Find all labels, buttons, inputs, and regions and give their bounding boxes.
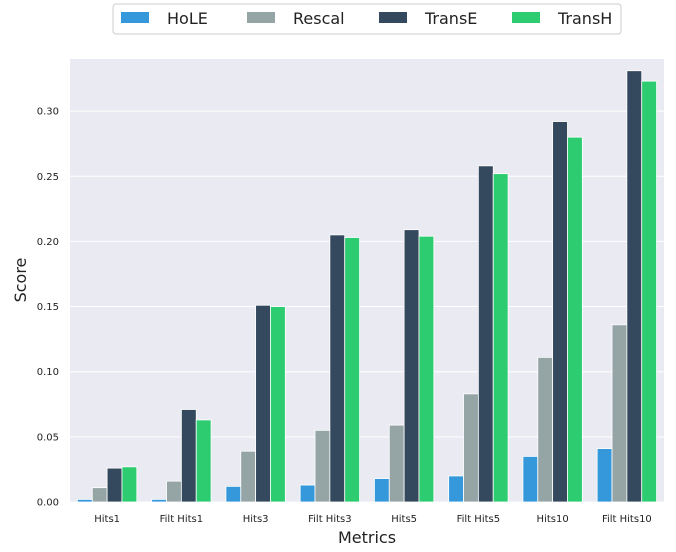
bar-transh-6	[492, 173, 509, 503]
bar-transe-8	[626, 70, 643, 503]
bar-transh-4	[344, 237, 360, 503]
bar-hole-5	[374, 478, 390, 503]
bar-transh-1	[121, 466, 138, 503]
x-tick-label: Hits5	[391, 514, 417, 525]
bar-transe-4	[329, 234, 346, 503]
legend: HoLE Rescal TransE TransH	[112, 3, 622, 35]
y-tick-label: 0.30	[37, 107, 59, 118]
bar-rescal-5	[388, 424, 405, 503]
bar-transe-1	[106, 467, 123, 503]
x-tick-label: Hits3	[243, 514, 269, 525]
y-axis-label: Score	[11, 258, 30, 303]
bar-hole-2	[151, 498, 167, 503]
legend-label-transe: TransE	[424, 9, 477, 28]
bar-transh-3	[270, 306, 286, 503]
x-axis-label: Metrics	[338, 528, 396, 547]
bar-hole-3	[225, 485, 242, 503]
legend-swatch-transe	[379, 12, 407, 23]
legend-label-hole: HoLE	[167, 9, 208, 28]
y-axis-ticks: 0.00 0.05 0.10 0.15 0.20 0.25 0.30	[37, 107, 59, 509]
bar-hole-8	[596, 448, 613, 503]
bar-transe-5	[403, 229, 420, 503]
x-tick-label: Hits1	[94, 514, 120, 525]
y-tick-label: 0.00	[37, 498, 59, 509]
x-tick-label: Filt Hits10	[602, 514, 652, 525]
x-tick-label: Filt Hits1	[160, 514, 203, 525]
bar-hole-1	[77, 498, 93, 503]
legend-box	[112, 3, 622, 35]
y-tick-label: 0.20	[37, 237, 59, 248]
legend-swatch-rescal	[247, 12, 275, 23]
bars	[77, 70, 657, 503]
bar-rescal-8	[611, 324, 628, 503]
bar-hole-6	[448, 475, 464, 503]
legend-swatch-transh	[512, 12, 540, 23]
bar-hole-4	[299, 484, 316, 503]
bar-transh-7	[567, 136, 583, 503]
bar-transe-6	[477, 165, 494, 503]
bar-transe-2	[180, 409, 197, 503]
bar-transh-5	[418, 235, 435, 503]
bar-transe-7	[552, 121, 568, 503]
bar-hole-7	[522, 455, 539, 503]
y-tick-label: 0.10	[37, 367, 59, 378]
bar-rescal-6	[463, 393, 479, 503]
bar-rescal-2	[166, 480, 182, 503]
bar-rescal-3	[240, 450, 257, 503]
bar-transe-3	[255, 304, 271, 503]
x-tick-label: Hits10	[537, 514, 569, 525]
y-tick-label: 0.25	[37, 172, 59, 183]
legend-label-rescal: Rescal	[293, 9, 345, 28]
x-tick-label: Filt Hits3	[308, 514, 351, 525]
bar-rescal-1	[91, 487, 108, 503]
bar-transh-8	[641, 80, 657, 503]
bar-rescal-7	[537, 356, 554, 503]
legend-label-transh: TransH	[557, 9, 612, 28]
x-tick-label: Filt Hits5	[457, 514, 500, 525]
x-axis-ticks: Hits1 Filt Hits1 Hits3 Filt Hits3 Hits5 Filt …	[94, 514, 652, 525]
y-tick-label: 0.05	[37, 432, 59, 443]
legend-swatch-hole	[121, 12, 149, 23]
bar-transh-2	[195, 419, 212, 503]
y-tick-label: 0.15	[37, 302, 59, 313]
bar-rescal-4	[314, 429, 331, 503]
